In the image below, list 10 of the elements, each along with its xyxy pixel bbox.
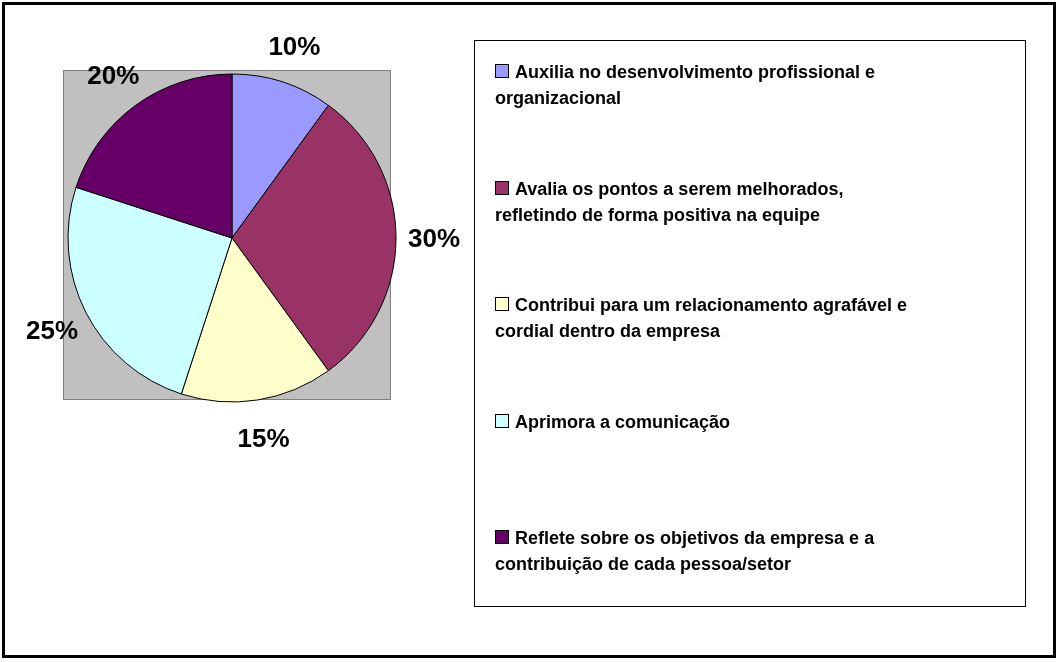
data-label: 25% xyxy=(25,314,79,345)
legend-label: Avalia os pontos a serem melhorados, refletindo de forma positiva na equipe xyxy=(495,178,844,225)
legend-label: Auxilia no desenvolvimento profissional e organizacional xyxy=(495,62,876,108)
data-label: 20% xyxy=(87,59,140,90)
data-label: 15% xyxy=(237,422,290,453)
legend-label: Aprimora a comunicação xyxy=(515,411,731,432)
legend-label: Contribui para um relacionamento agrafável e cordial dentro da empresa xyxy=(495,295,908,341)
data-label: 10% xyxy=(268,30,321,61)
legend-label: Reflete sobre os objetivos da empresa e a contribuição de cada pessoa/setor xyxy=(495,528,875,574)
data-label: 30% xyxy=(407,223,461,253)
